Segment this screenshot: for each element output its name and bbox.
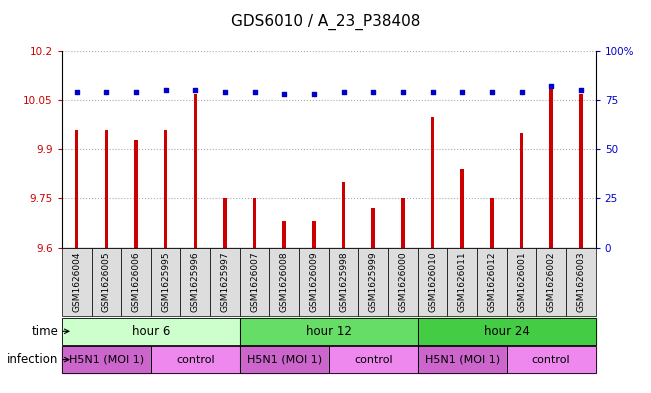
Bar bbox=[490, 198, 493, 248]
FancyBboxPatch shape bbox=[566, 248, 596, 316]
Point bbox=[398, 89, 408, 95]
Point bbox=[575, 87, 586, 94]
Text: H5N1 (MOI 1): H5N1 (MOI 1) bbox=[69, 354, 144, 365]
Text: control: control bbox=[354, 354, 393, 365]
Point bbox=[546, 83, 557, 90]
Text: control: control bbox=[176, 354, 215, 365]
Text: GSM1626010: GSM1626010 bbox=[428, 252, 437, 312]
Text: GSM1625997: GSM1625997 bbox=[221, 252, 229, 312]
FancyBboxPatch shape bbox=[506, 248, 536, 316]
Point bbox=[487, 89, 497, 95]
FancyBboxPatch shape bbox=[62, 248, 92, 316]
Bar bbox=[164, 130, 167, 248]
Text: GSM1625996: GSM1625996 bbox=[191, 252, 200, 312]
FancyBboxPatch shape bbox=[270, 248, 299, 316]
Bar bbox=[460, 169, 464, 248]
Text: H5N1 (MOI 1): H5N1 (MOI 1) bbox=[424, 354, 500, 365]
Bar bbox=[253, 198, 256, 248]
FancyBboxPatch shape bbox=[240, 248, 270, 316]
Bar bbox=[519, 133, 523, 248]
Text: GSM1626002: GSM1626002 bbox=[547, 252, 556, 312]
FancyBboxPatch shape bbox=[536, 248, 566, 316]
Point bbox=[249, 89, 260, 95]
Text: GSM1626001: GSM1626001 bbox=[517, 252, 526, 312]
Text: GSM1626003: GSM1626003 bbox=[576, 252, 585, 312]
Text: GSM1626007: GSM1626007 bbox=[250, 252, 259, 312]
FancyBboxPatch shape bbox=[151, 248, 180, 316]
Bar bbox=[401, 198, 405, 248]
FancyBboxPatch shape bbox=[180, 248, 210, 316]
Text: GSM1625998: GSM1625998 bbox=[339, 252, 348, 312]
Text: time: time bbox=[32, 325, 59, 338]
Text: GSM1626008: GSM1626008 bbox=[280, 252, 289, 312]
Bar bbox=[223, 198, 227, 248]
Text: hour 24: hour 24 bbox=[484, 325, 530, 338]
Text: GSM1626004: GSM1626004 bbox=[72, 252, 81, 312]
Text: GSM1626012: GSM1626012 bbox=[488, 252, 496, 312]
Text: GSM1625995: GSM1625995 bbox=[161, 252, 170, 312]
Text: control: control bbox=[532, 354, 570, 365]
Text: H5N1 (MOI 1): H5N1 (MOI 1) bbox=[247, 354, 322, 365]
Bar bbox=[312, 221, 316, 248]
FancyBboxPatch shape bbox=[447, 248, 477, 316]
FancyBboxPatch shape bbox=[121, 248, 151, 316]
FancyBboxPatch shape bbox=[210, 248, 240, 316]
Point bbox=[101, 89, 111, 95]
Text: GSM1626009: GSM1626009 bbox=[309, 252, 318, 312]
Text: hour 12: hour 12 bbox=[306, 325, 352, 338]
Point bbox=[516, 89, 527, 95]
Bar bbox=[193, 94, 197, 248]
Point bbox=[457, 89, 467, 95]
Bar bbox=[283, 221, 286, 248]
Point bbox=[368, 89, 378, 95]
FancyBboxPatch shape bbox=[359, 248, 388, 316]
FancyBboxPatch shape bbox=[388, 248, 418, 316]
Bar bbox=[134, 140, 138, 248]
Text: GSM1626000: GSM1626000 bbox=[398, 252, 408, 312]
Bar bbox=[75, 130, 79, 248]
Point bbox=[131, 89, 141, 95]
Bar bbox=[372, 208, 375, 248]
Text: hour 6: hour 6 bbox=[132, 325, 170, 338]
Bar bbox=[105, 130, 108, 248]
Text: GDS6010 / A_23_P38408: GDS6010 / A_23_P38408 bbox=[231, 14, 420, 30]
Point bbox=[339, 89, 349, 95]
Text: infection: infection bbox=[7, 353, 59, 366]
Bar bbox=[342, 182, 346, 248]
Bar bbox=[431, 117, 434, 248]
FancyBboxPatch shape bbox=[92, 248, 121, 316]
Text: GSM1626005: GSM1626005 bbox=[102, 252, 111, 312]
Point bbox=[160, 87, 171, 94]
FancyBboxPatch shape bbox=[299, 248, 329, 316]
Bar bbox=[579, 94, 583, 248]
Text: GSM1626006: GSM1626006 bbox=[132, 252, 141, 312]
Point bbox=[220, 89, 230, 95]
FancyBboxPatch shape bbox=[418, 248, 447, 316]
Point bbox=[72, 89, 82, 95]
Text: GSM1626011: GSM1626011 bbox=[458, 252, 467, 312]
Point bbox=[190, 87, 201, 94]
FancyBboxPatch shape bbox=[329, 248, 359, 316]
Point bbox=[279, 91, 290, 97]
Point bbox=[427, 89, 437, 95]
FancyBboxPatch shape bbox=[477, 248, 506, 316]
Bar bbox=[549, 87, 553, 248]
Point bbox=[309, 91, 319, 97]
Text: GSM1625999: GSM1625999 bbox=[368, 252, 378, 312]
